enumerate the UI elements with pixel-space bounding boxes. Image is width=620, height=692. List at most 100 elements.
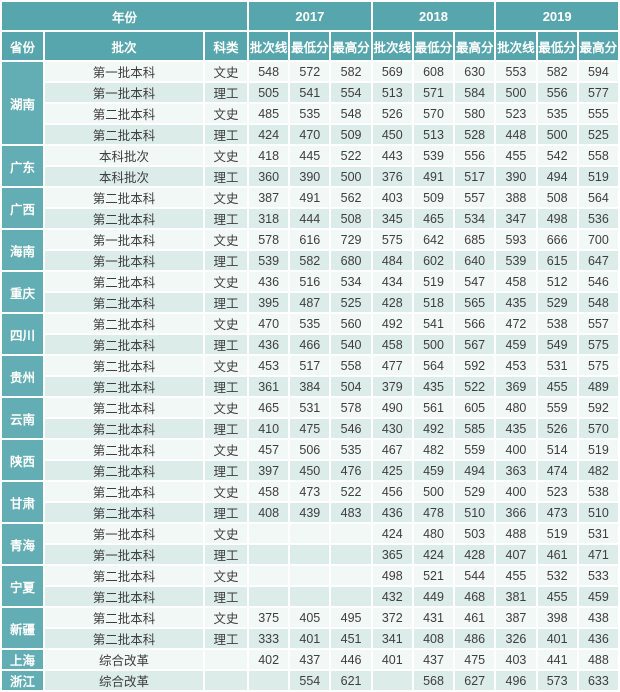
- category-cell: 文史: [205, 62, 248, 81]
- score-cell: 503: [455, 524, 495, 543]
- score-cell: 436: [372, 503, 412, 522]
- score-cell: 577: [578, 83, 618, 102]
- score-cell: 562: [331, 188, 371, 207]
- score-cell: 453: [249, 356, 289, 375]
- score-cell: 544: [455, 566, 495, 585]
- score-cell: 424: [372, 524, 412, 543]
- score-cell: 439: [290, 503, 330, 522]
- table-row: 重庆 第二批本科 文史 436 516 534 434 519 547 458 512 546: [2, 272, 618, 312]
- score-cell: 496: [496, 671, 536, 690]
- score-cell: 512: [537, 272, 577, 291]
- score-cell: 500: [496, 83, 536, 102]
- score-cell: 388: [496, 188, 536, 207]
- score-cell: 435: [496, 419, 536, 438]
- batch-cell: 第一批本科: [45, 545, 203, 564]
- score-cell: 541: [413, 314, 454, 333]
- score-cell: 556: [537, 83, 577, 102]
- table-row: 第二批本科 文史 485 535 548 526 570 580 523 535 555: [2, 104, 618, 123]
- score-cell: 605: [455, 398, 495, 417]
- score-cell: 500: [537, 125, 577, 144]
- score-cell: 455: [537, 377, 577, 396]
- score-cell: [290, 524, 330, 543]
- score-cell: 560: [331, 314, 371, 333]
- score-cell: 381: [496, 587, 536, 606]
- score-cell: 455: [496, 146, 536, 165]
- score-cell: 522: [331, 482, 371, 501]
- table-row: 第一批本科 理工 539 582 680 484 602 640 539 615 647: [2, 251, 618, 270]
- score-cell: 456: [372, 482, 412, 501]
- category-cell: 文史: [205, 440, 248, 459]
- score-cell: 461: [537, 545, 577, 564]
- score-cell: [331, 566, 371, 585]
- batch-cell: 第二批本科: [45, 629, 203, 648]
- table-row: 第二批本科 理工 410 475 546 430 492 585 435 526 570: [2, 419, 618, 438]
- score-cell: 333: [249, 629, 289, 648]
- score-cell: [290, 566, 330, 585]
- score-cell: 548: [578, 293, 618, 312]
- table-row: 宁夏 第二批本科 文史 498 521 544 455 532 533: [2, 566, 618, 606]
- score-cell: 459: [413, 461, 454, 480]
- score-cell: 513: [413, 125, 454, 144]
- batch-cell: 第二批本科: [45, 335, 203, 354]
- table-row: 第二批本科 理工 408 439 483 436 478 510 366 473 510: [2, 503, 618, 522]
- score-cell: 519: [578, 167, 618, 186]
- batch-cell: 第二批本科: [45, 188, 203, 207]
- batch-cell: 第二批本科: [45, 440, 203, 459]
- category-cell: 文史: [205, 524, 248, 543]
- batch-cell: 第一批本科: [45, 251, 203, 270]
- score-cell: 455: [496, 566, 536, 585]
- score-cell: 546: [331, 419, 371, 438]
- header-year-2019: 2019: [496, 2, 618, 30]
- score-cell: [331, 524, 371, 543]
- score-cell: 534: [331, 272, 371, 291]
- table-row: 海南 第一批本科 文史 578 616 729 575 642 685 593 666 700: [2, 230, 618, 270]
- province-cell: 浙江: [2, 671, 43, 690]
- score-cell: 486: [455, 629, 495, 648]
- table-row: 第二批本科 理工 361 384 504 379 435 522 369 455 489: [2, 377, 618, 396]
- score-cell: 407: [496, 545, 536, 564]
- score-cell: 475: [290, 419, 330, 438]
- score-cell: 482: [413, 440, 454, 459]
- table-row: 云南 第二批本科 文史 465 531 578 490 561 605 480 559 592: [2, 398, 618, 438]
- score-cell: 347: [496, 209, 536, 228]
- score-cell: 580: [455, 104, 495, 123]
- score-cell: 557: [455, 188, 495, 207]
- score-cell: 401: [537, 629, 577, 648]
- score-cell: 478: [413, 503, 454, 522]
- score-cell: [249, 566, 289, 585]
- category-cell: 理工: [205, 545, 248, 564]
- table-body: 湖南 第一批本科 文史 548 572 582 569 608 630 553 582 594 第一批本…: [2, 62, 618, 690]
- score-cell: 531: [290, 398, 330, 417]
- score-cell: 477: [372, 356, 412, 375]
- table-row: 贵州 第二批本科 文史 453 517 558 477 564 592 453 531 575: [2, 356, 618, 396]
- score-cell: 575: [372, 230, 412, 249]
- province-cell: 四川: [2, 314, 43, 354]
- score-cell: 436: [249, 272, 289, 291]
- category-cell: 理工: [205, 461, 248, 480]
- score-cell: 567: [455, 335, 495, 354]
- header-minscore-2017: 最低分: [290, 32, 330, 60]
- batch-cell: 第一批本科: [45, 230, 203, 249]
- score-cell: 575: [578, 356, 618, 375]
- batch-cell: 第二批本科: [45, 587, 203, 606]
- category-cell: 理工: [205, 419, 248, 438]
- category-cell: 文史: [205, 566, 248, 585]
- table-row: 浙江 综合改革 554 621 568 627 496 573 633: [2, 671, 618, 690]
- batch-cell: 第二批本科: [45, 356, 203, 375]
- score-cell: 549: [537, 335, 577, 354]
- score-cell: 508: [331, 209, 371, 228]
- score-cell: 532: [537, 566, 577, 585]
- score-cell: 571: [413, 83, 454, 102]
- score-cell: 621: [331, 671, 371, 690]
- score-cell: 403: [496, 650, 536, 669]
- score-cell: 458: [372, 335, 412, 354]
- score-cell: 582: [537, 62, 577, 81]
- score-cell: 582: [290, 251, 330, 270]
- score-cell: 408: [413, 629, 454, 648]
- header-year-label: 年份: [2, 2, 248, 30]
- score-cell: 526: [537, 419, 577, 438]
- province-cell: 上海: [2, 650, 43, 669]
- score-cell: 529: [537, 293, 577, 312]
- score-cell: 361: [249, 377, 289, 396]
- score-cell: 490: [372, 398, 412, 417]
